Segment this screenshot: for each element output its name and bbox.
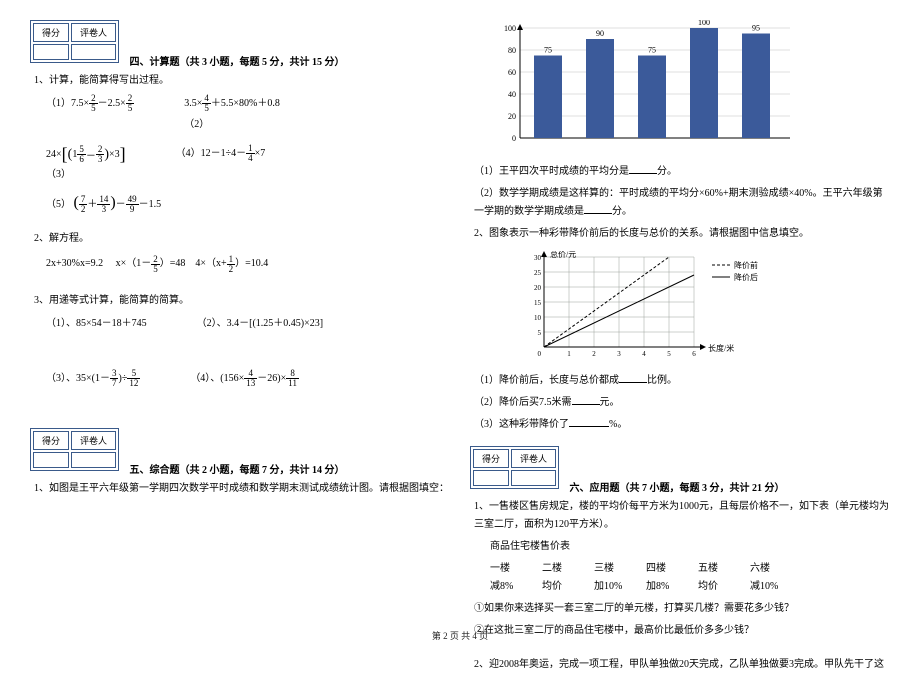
svg-text:降价前: 降价前: [734, 260, 758, 270]
eq-1: （1）7.5×25－2.5×25: [46, 94, 134, 130]
svg-text:5: 5: [538, 329, 542, 337]
r-q2-2: （2）降价后买7.5米需元。: [474, 394, 890, 412]
eq-5: （5） (72＋143)－499－1.5: [46, 194, 450, 214]
page-footer: 第 2 页 共 4 页: [0, 629, 920, 642]
svg-text:2: 2: [592, 350, 596, 358]
svg-text:30: 30: [534, 254, 542, 262]
sec4-q2: 2、解方程。: [34, 230, 450, 248]
svg-text:10: 10: [534, 314, 542, 322]
svg-text:90: 90: [596, 29, 604, 38]
sec4-q3: 3、用递等式计算，能简算的简算。: [34, 292, 450, 310]
sec5-title: 五、综合题（共 2 小题，每题 7 分，共计 14 分）: [130, 465, 345, 476]
r-q1b: （2）数学学期成绩是这样算的：平时成绩的平均分×60%+期末测验成绩×40%。王…: [474, 185, 890, 221]
svg-text:长度/米: 长度/米: [708, 343, 734, 353]
s3: （3）、35×(1－37)÷512: [46, 369, 140, 388]
svg-text:0: 0: [512, 134, 516, 143]
sec4-title: 四、计算题（共 3 小题，每题 5 分，共计 15 分）: [130, 57, 345, 68]
sec6-sq1: ①如果你来选择买一套三室二厅的单元楼，打算买几楼？需要花多少钱？: [474, 600, 890, 618]
svg-text:5: 5: [667, 350, 671, 358]
sec6-q2: 2、迎2008年奥运，完成一项工程，甲队单独做20天完成，乙队单独做要3完成。甲…: [474, 656, 890, 674]
svg-text:100: 100: [698, 20, 710, 27]
svg-text:80: 80: [508, 46, 516, 55]
r-q1a: （1）王平四次平时成绩的平均分是分。: [474, 163, 890, 181]
score-c2: 评卷人: [71, 23, 116, 42]
line-chart: 30 25 20 15 10 5 1 2 3 4 5 6 0 总价/元长度/米 降价前降价后: [510, 251, 810, 361]
svg-text:1: 1: [567, 350, 571, 358]
score-box-3: 得分评卷人: [470, 446, 559, 489]
eq-row-2: 2x+30%x=9.2 x×（1－25）=48 4×（x+12）=10.4: [46, 254, 450, 273]
sec6-title: 六、应用题（共 7 小题，每题 3 分，共计 21 分）: [570, 483, 785, 494]
svg-text:15: 15: [534, 299, 542, 307]
bar-chart: 100 80 60 40 20 0 75 90 75 100 95: [490, 20, 790, 150]
sec5-q1: 1、如图是王平六年级第一学期四次数学平时成绩和数学期末测试成绩统计图。请根据图填…: [34, 480, 450, 498]
price-table: 一楼二楼三楼四楼五楼六楼 减8%均价加10%加8%均价减10%: [490, 560, 890, 596]
score-box: 得分 评卷人: [30, 20, 119, 63]
svg-text:6: 6: [692, 350, 696, 358]
score-box-2: 得分评卷人: [30, 428, 119, 471]
svg-text:4: 4: [642, 350, 646, 358]
table-title: 商品住宅楼售价表: [490, 538, 890, 556]
svg-text:75: 75: [648, 46, 656, 55]
r-q2-1: （1）降价前后，长度与总价都成比例。: [474, 372, 890, 390]
s2: （2）、3.4－[(1.25＋0.45)×23]: [197, 314, 323, 329]
svg-text:75: 75: [544, 46, 552, 55]
eq-2: 3.5×45＋5.5×80%＋0.8 （2）: [184, 94, 280, 130]
s1: （1）、85×54－18＋745: [46, 314, 147, 329]
svg-text:20: 20: [534, 284, 542, 292]
svg-text:总价/元: 总价/元: [550, 251, 576, 259]
svg-text:降价后: 降价后: [734, 272, 758, 282]
svg-text:100: 100: [504, 24, 516, 33]
svg-text:3: 3: [617, 350, 621, 358]
svg-text:40: 40: [508, 90, 516, 99]
svg-text:25: 25: [534, 269, 542, 277]
eq-3: 24× [ (156－23)×3 ] （3）: [46, 144, 126, 180]
svg-text:20: 20: [508, 112, 516, 121]
sec4-q1: 1、计算，能简算得写出过程。: [34, 72, 450, 90]
score-c1: 得分: [33, 23, 69, 42]
r-q2-3: （3）这种彩带降价了%。: [474, 416, 890, 434]
svg-text:0: 0: [538, 350, 542, 358]
s4: （4）、(156×413－26)×811: [190, 369, 299, 388]
svg-text:60: 60: [508, 68, 516, 77]
r-q2: 2、图象表示一种彩带降价前后的长度与总价的关系。请根据图中信息填空。: [474, 225, 890, 243]
eq-4: （4）12－1÷4－14×7: [176, 144, 266, 180]
svg-text:95: 95: [752, 24, 760, 33]
sec6-q1: 1、一售楼区售房规定，楼的平均价每平方米为1000元，且每层价格不一，如下表（单…: [474, 498, 890, 534]
